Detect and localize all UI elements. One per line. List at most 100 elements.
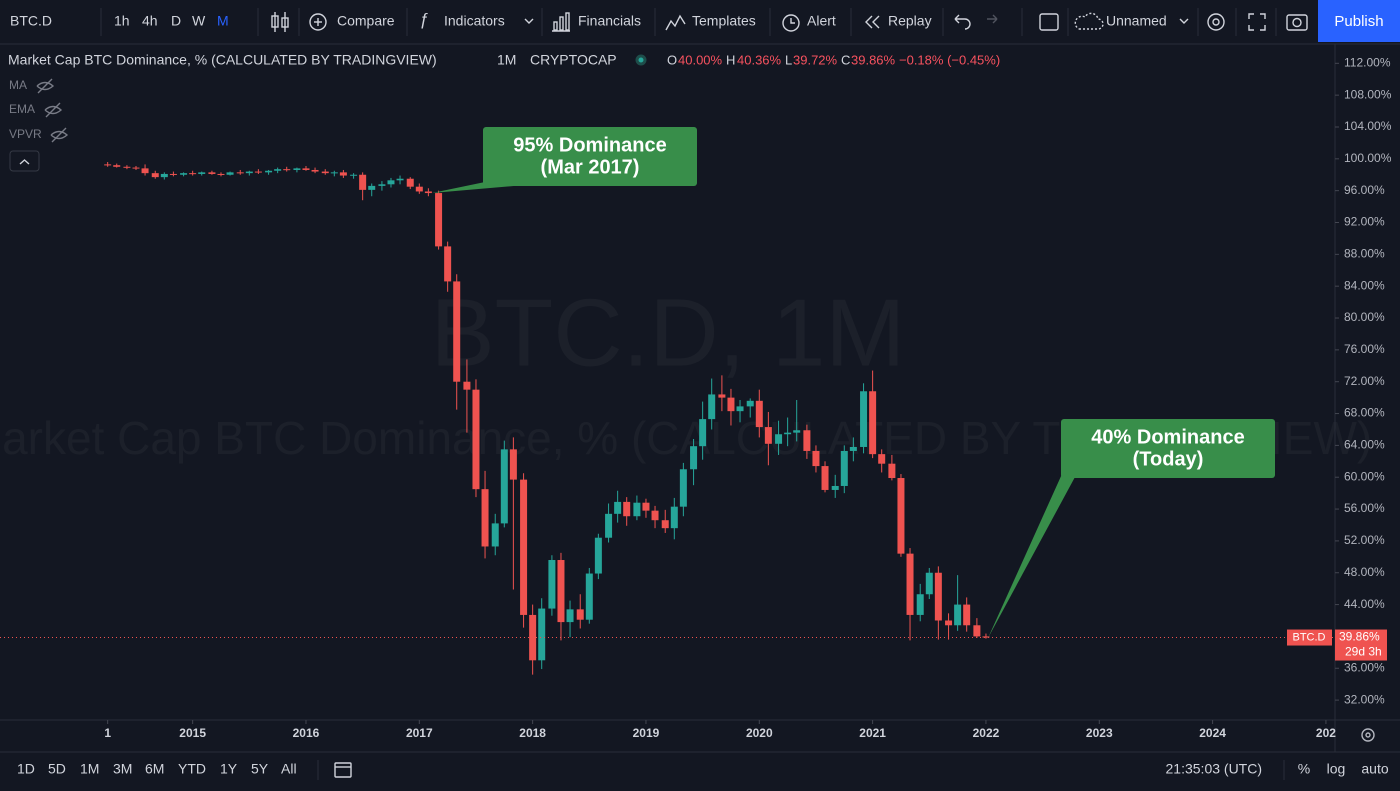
candle-body: [557, 560, 565, 623]
scale-option[interactable]: log: [1327, 761, 1346, 777]
replay-icon[interactable]: [865, 15, 880, 29]
templates[interactable]: Templates: [692, 13, 756, 29]
axis-settings-icon[interactable]: [1361, 728, 1375, 742]
chart-type-icon[interactable]: [271, 12, 289, 32]
candle-body: [520, 479, 528, 615]
candle-body: [831, 485, 839, 490]
candle-body: [849, 446, 857, 451]
candle-body: [784, 432, 792, 435]
range-button[interactable]: YTD: [178, 761, 206, 777]
alert-icon[interactable]: [782, 14, 800, 32]
callout-pointer: [988, 474, 1075, 638]
interval[interactable]: D: [171, 13, 181, 29]
candle-body: [415, 186, 423, 192]
y-tick-label: 88.00%: [1344, 247, 1385, 261]
candle-body: [169, 173, 177, 175]
dropdown-icon[interactable]: [524, 18, 534, 24]
series-exchange: CRYPTOCAP: [530, 52, 617, 68]
range-button[interactable]: All: [281, 761, 297, 777]
dropdown-icon[interactable]: [1179, 18, 1189, 24]
candle-body: [614, 501, 622, 514]
ohlc-letter: H: [726, 52, 735, 67]
y-tick-label: 60.00%: [1344, 469, 1385, 483]
symbol[interactable]: BTC.D: [10, 13, 52, 29]
publish-button[interactable]: [1318, 0, 1400, 42]
candle-body: [254, 171, 262, 173]
cloud-icon[interactable]: [1074, 12, 1104, 30]
redo-icon[interactable]: [987, 14, 998, 24]
candle-body: [690, 446, 698, 470]
indicators-icon[interactable]: ƒ: [419, 9, 428, 28]
range-button[interactable]: 1M: [80, 761, 99, 777]
candle-body: [113, 165, 121, 167]
collapse-icon[interactable]: [19, 159, 30, 165]
publish[interactable]: Publish: [1334, 13, 1383, 30]
interval-active[interactable]: M: [217, 13, 229, 29]
alert[interactable]: Alert: [807, 13, 836, 29]
candle-body: [605, 513, 613, 538]
x-tick-label: 2016: [293, 726, 320, 740]
candle-body: [359, 174, 367, 190]
candle-body: [123, 166, 131, 168]
range-button[interactable]: 5D: [48, 761, 66, 777]
interval[interactable]: W: [192, 13, 206, 29]
range-button[interactable]: 3M: [113, 761, 132, 777]
ohlc-value: 39.72%: [793, 52, 838, 67]
y-tick-label: 92.00%: [1344, 215, 1385, 229]
indicator[interactable]: EMA: [9, 102, 35, 116]
indicators[interactable]: Indicators: [444, 13, 505, 29]
ohlc-letter: C: [841, 52, 850, 67]
compare[interactable]: Compare: [337, 13, 395, 29]
candle-body: [538, 608, 546, 661]
callout-box: [483, 127, 697, 186]
layout-name[interactable]: Unnamed: [1106, 13, 1167, 29]
templates-icon[interactable]: [665, 14, 686, 31]
range-button[interactable]: 6M: [145, 761, 164, 777]
range-button[interactable]: 1D: [17, 761, 35, 777]
range-group: 1D 5D 1M 3M 6M YTD 1Y 5Y All: [17, 761, 297, 777]
layout-icon[interactable]: [1039, 13, 1059, 31]
interval[interactable]: 1h: [114, 13, 130, 29]
y-tick-label: 48.00%: [1344, 565, 1385, 579]
range-button[interactable]: 5Y: [251, 761, 269, 777]
candle-body: [803, 430, 811, 451]
price-label: 39.86%: [1339, 630, 1380, 644]
symbol-label: BTC.D: [1293, 631, 1326, 643]
y-tick-label: 96.00%: [1344, 183, 1385, 197]
range-button[interactable]: 1Y: [220, 761, 238, 777]
x-tick-label: 2023: [1086, 726, 1113, 740]
fullscreen-icon[interactable]: [1248, 13, 1266, 31]
x-tick-label: 2024: [1199, 726, 1226, 740]
financials[interactable]: Financials: [578, 13, 641, 29]
interval[interactable]: 4h: [142, 13, 158, 29]
candle-body: [245, 171, 253, 174]
financials-icon[interactable]: [552, 12, 570, 32]
scale-option[interactable]: auto: [1361, 761, 1388, 777]
compare-icon[interactable]: [309, 13, 327, 31]
candle-body: [793, 430, 801, 433]
hidden-icon[interactable]: [44, 102, 63, 118]
indicator[interactable]: MA: [9, 78, 27, 92]
scale-option[interactable]: %: [1298, 761, 1310, 777]
undo-icon[interactable]: [954, 14, 971, 30]
candle-body: [755, 400, 763, 428]
candle-body: [208, 172, 216, 174]
candle-body: [151, 173, 159, 178]
settings-icon[interactable]: [1207, 13, 1225, 31]
collapse-button[interactable]: [9, 150, 40, 172]
replay[interactable]: Replay: [888, 13, 932, 29]
snapshot-icon[interactable]: [1286, 14, 1308, 31]
date-range-icon[interactable]: [334, 762, 352, 778]
x-tick-label: 2017: [406, 726, 433, 740]
hidden-icon[interactable]: [36, 78, 55, 94]
candle-body: [198, 172, 206, 174]
candle-body: [481, 489, 489, 547]
candle-body: [160, 173, 168, 178]
hidden-icon[interactable]: [50, 127, 69, 143]
candle-body: [812, 450, 820, 467]
candle-body: [945, 620, 953, 626]
callout-title: 40% Dominance: [1091, 426, 1244, 448]
indicator[interactable]: VPVR: [9, 127, 42, 141]
x-tick-label: 2020: [746, 726, 773, 740]
x-tick-label: 2019: [633, 726, 660, 740]
